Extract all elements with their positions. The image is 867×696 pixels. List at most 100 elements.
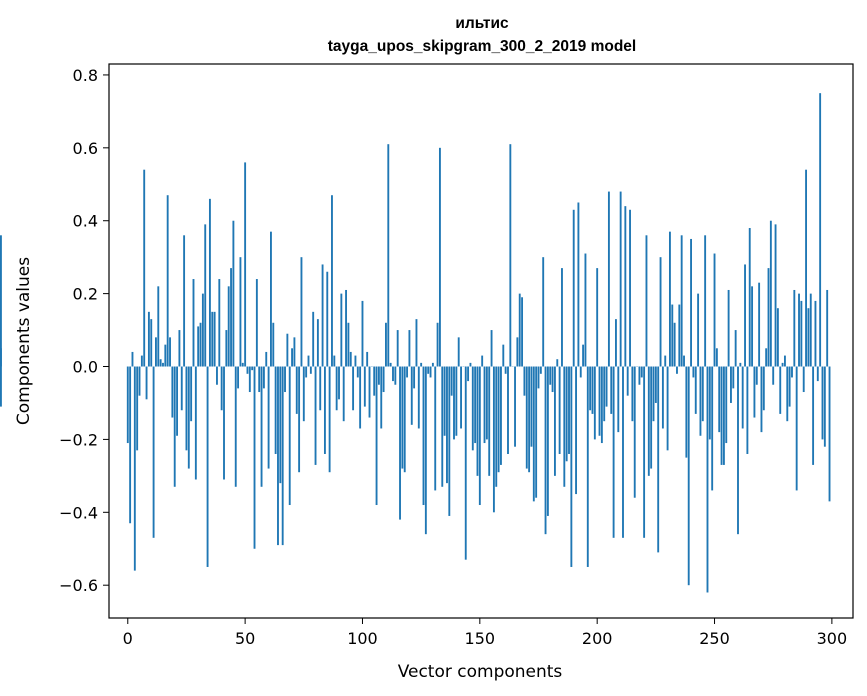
bar-component-27 <box>190 366 193 422</box>
bar-component-146 <box>469 362 472 367</box>
x-tick-label: 150 <box>465 629 496 648</box>
bar-component-199 <box>593 366 596 440</box>
bar-component-233 <box>673 322 676 367</box>
x-tick-label: 0 <box>123 629 133 648</box>
bar-component-15 <box>162 362 164 367</box>
bar-component-4 <box>136 366 139 451</box>
bar-component-258 <box>732 366 735 389</box>
bar-component-117 <box>401 366 404 469</box>
bar-component-277 <box>776 308 779 367</box>
x-tick-label: 250 <box>699 629 730 648</box>
y-tick-label: 0.8 <box>73 66 98 85</box>
bar-component-80 <box>314 366 317 465</box>
bar-component-63 <box>274 366 277 454</box>
bar-component-2 <box>131 351 134 367</box>
bar-component-20 <box>173 366 176 487</box>
bar-component-61 <box>270 231 272 367</box>
bar-component-270 <box>760 366 763 433</box>
bar-component-110 <box>385 322 387 367</box>
y-tick-label: −0.4 <box>59 503 98 522</box>
bar-component-29 <box>194 366 197 480</box>
bar-component-126 <box>422 366 425 506</box>
bar-component-19 <box>171 366 174 418</box>
bar-component-77 <box>307 355 310 367</box>
bar-component-293 <box>814 300 817 367</box>
y-tick-label: 0.0 <box>73 358 98 377</box>
bar-component-159 <box>500 366 502 465</box>
bar-component-21 <box>176 366 179 436</box>
bar-component-122 <box>413 366 416 389</box>
y-tick-label: −0.6 <box>59 576 98 595</box>
bar-component-151 <box>481 355 484 367</box>
bar-component-243 <box>697 293 700 367</box>
bar-component-73 <box>298 366 301 473</box>
y-tick-label: 0.4 <box>73 212 98 231</box>
bar-component-58 <box>262 366 265 389</box>
bar-component-undefined <box>0 348 2 367</box>
bar-component-166 <box>516 337 519 367</box>
bar-component-203 <box>603 366 606 422</box>
bar-component-82 <box>319 366 322 411</box>
bar-component-37 <box>213 311 216 367</box>
bar-component-149 <box>476 366 479 476</box>
bar-component-208 <box>615 319 617 367</box>
x-tick-label: 50 <box>235 629 255 648</box>
bar-component-67 <box>284 366 286 393</box>
bar-component-121 <box>410 366 413 425</box>
bar-component-184 <box>558 366 561 454</box>
bar-component-218 <box>638 366 641 385</box>
bar-component-213 <box>626 366 629 396</box>
bar-component-32 <box>201 293 204 367</box>
y-tick-label: 0.2 <box>73 285 98 304</box>
bar-component-223 <box>650 366 653 469</box>
bar-component-84 <box>323 366 326 454</box>
bar-component-28 <box>192 279 195 367</box>
bar-component-31 <box>199 322 202 367</box>
bar-component-235 <box>678 304 681 367</box>
bars-group <box>0 93 831 593</box>
bar-component-134 <box>441 366 444 487</box>
bar-component-181 <box>551 366 554 393</box>
bar-component-185 <box>561 268 563 367</box>
bar-component-214 <box>629 209 631 367</box>
bar-component-204 <box>605 366 608 407</box>
bar-component-141 <box>457 337 460 367</box>
bar-component-297 <box>823 366 826 447</box>
bar-component-238 <box>685 366 688 458</box>
bar-component-78 <box>309 366 312 374</box>
bar-component-257 <box>730 366 732 403</box>
bar-component-66 <box>281 366 284 546</box>
bar-component-251 <box>715 348 718 367</box>
bar-component-259 <box>734 330 737 367</box>
bar-component-291 <box>809 293 812 367</box>
bar-component-109 <box>382 366 385 393</box>
bar-component-168 <box>521 297 524 367</box>
bar-component-271 <box>762 366 765 411</box>
bar-component-138 <box>450 366 453 396</box>
bar-component-36 <box>211 311 214 367</box>
bar-component-161 <box>504 366 507 374</box>
bar-component-55 <box>255 279 258 367</box>
bar-component-132 <box>436 322 439 367</box>
bar-component-195 <box>584 253 587 367</box>
bar-component-225 <box>654 366 657 403</box>
bar-component-undefined <box>0 366 2 407</box>
bar-component-246 <box>704 235 707 367</box>
plot-frame <box>108 63 854 619</box>
bar-component-202 <box>600 366 603 444</box>
bar-component-227 <box>659 257 662 367</box>
bar-component-147 <box>471 366 474 451</box>
bar-component-17 <box>166 195 169 367</box>
bar-component-140 <box>455 366 458 436</box>
bar-component-108 <box>380 366 383 429</box>
bar-component-299 <box>828 366 831 502</box>
bar-component-72 <box>295 366 298 414</box>
bar-component-167 <box>518 293 521 367</box>
bar-component-267 <box>753 366 756 418</box>
bar-component-254 <box>722 366 725 465</box>
bar-component-64 <box>277 366 279 546</box>
bar-component-81 <box>316 319 319 367</box>
bar-component-16 <box>164 344 167 367</box>
bar-component-105 <box>373 366 376 396</box>
bar-component-287 <box>800 300 803 367</box>
